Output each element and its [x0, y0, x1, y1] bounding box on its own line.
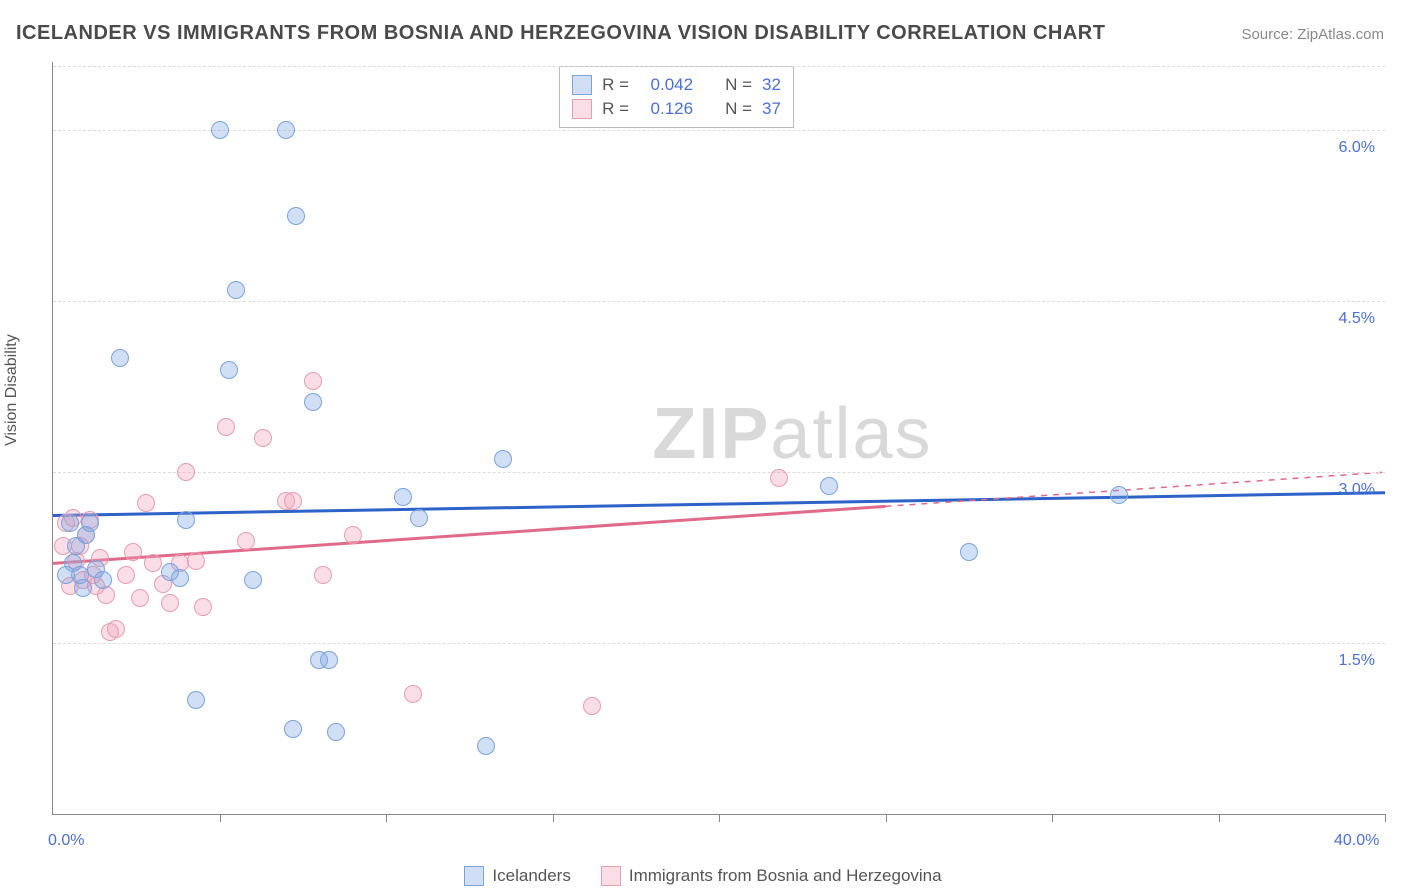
scatter-point-icelanders [277, 121, 295, 139]
plot-area: ZIPatlas R =0.042N =32R =0.126N =37 1.5%… [52, 62, 1385, 815]
legend-top: R = 0.042 N = 32 R = 0.126 N = 37 [559, 66, 794, 128]
source-label: Source: ZipAtlas.com [1241, 26, 1384, 43]
scatter-point-bosnia [107, 620, 125, 638]
scatter-point-bosnia [194, 598, 212, 616]
x-axis-min-label: 0.0% [48, 832, 84, 850]
legend-n-prefix: N = [725, 75, 752, 95]
legend-bottom-item-bosnia: Immigrants from Bosnia and Herzegovina [601, 866, 942, 886]
scatter-point-icelanders [81, 514, 99, 532]
x-tick [220, 814, 221, 822]
scatter-point-icelanders [327, 723, 345, 741]
scatter-point-icelanders [394, 488, 412, 506]
scatter-point-bosnia [217, 418, 235, 436]
scatter-point-icelanders [220, 361, 238, 379]
legend-n-value: 37 [762, 99, 781, 119]
x-tick [1219, 814, 1220, 822]
gridline-h [53, 130, 1385, 131]
scatter-point-icelanders [320, 651, 338, 669]
legend-swatch [572, 75, 592, 95]
scatter-point-bosnia [404, 685, 422, 703]
scatter-point-icelanders [820, 477, 838, 495]
y-tick-label: 4.5% [1339, 310, 1375, 328]
trend-line-icelanders [53, 493, 1385, 516]
y-tick-label: 1.5% [1339, 652, 1375, 670]
y-tick-label: 6.0% [1339, 139, 1375, 157]
legend-bottom-item-icelanders: Icelanders [464, 866, 570, 886]
scatter-point-bosnia [161, 594, 179, 612]
scatter-point-bosnia [284, 492, 302, 510]
scatter-point-icelanders [227, 281, 245, 299]
gridline-h [53, 472, 1385, 473]
scatter-point-bosnia [187, 552, 205, 570]
scatter-point-icelanders [287, 207, 305, 225]
scatter-point-icelanders [61, 514, 79, 532]
y-tick-label: 3.0% [1339, 481, 1375, 499]
scatter-point-bosnia [177, 463, 195, 481]
scatter-point-bosnia [254, 429, 272, 447]
scatter-point-bosnia [137, 494, 155, 512]
legend-r-value: 0.042 [639, 75, 693, 95]
scatter-point-icelanders [94, 571, 112, 589]
scatter-point-bosnia [770, 469, 788, 487]
legend-n-value: 32 [762, 75, 781, 95]
y-axis-label: Vision Disability [3, 334, 21, 446]
x-tick [1052, 814, 1053, 822]
legend-label: Icelanders [492, 866, 570, 886]
legend-r-prefix: R = [602, 75, 629, 95]
scatter-point-icelanders [244, 571, 262, 589]
scatter-point-icelanders [477, 737, 495, 755]
scatter-point-icelanders [410, 509, 428, 527]
scatter-point-icelanders [960, 543, 978, 561]
scatter-point-icelanders [74, 579, 92, 597]
legend-r-value: 0.126 [639, 99, 693, 119]
legend-swatch [601, 866, 621, 886]
x-tick [386, 814, 387, 822]
scatter-point-bosnia [344, 526, 362, 544]
gridline-h [53, 643, 1385, 644]
x-tick [1385, 814, 1386, 822]
scatter-point-icelanders [284, 720, 302, 738]
x-tick [719, 814, 720, 822]
scatter-point-bosnia [583, 697, 601, 715]
scatter-point-icelanders [177, 511, 195, 529]
chart-title: ICELANDER VS IMMIGRANTS FROM BOSNIA AND … [16, 22, 1105, 45]
legend-swatch [572, 99, 592, 119]
scatter-point-icelanders [187, 691, 205, 709]
scatter-point-icelanders [304, 393, 322, 411]
x-tick [886, 814, 887, 822]
scatter-point-icelanders [1110, 486, 1128, 504]
gridline-h [53, 301, 1385, 302]
scatter-point-bosnia [124, 543, 142, 561]
x-tick [553, 814, 554, 822]
scatter-point-icelanders [211, 121, 229, 139]
legend-label: Immigrants from Bosnia and Herzegovina [629, 866, 942, 886]
x-axis-max-label: 40.0% [1334, 832, 1379, 850]
legend-top-row-icelanders: R = 0.042 N = 32 [572, 73, 781, 97]
scatter-point-icelanders [111, 349, 129, 367]
legend-top-row-bosnia: R = 0.126 N = 37 [572, 97, 781, 121]
scatter-point-bosnia [314, 566, 332, 584]
scatter-point-bosnia [237, 532, 255, 550]
scatter-point-bosnia [117, 566, 135, 584]
scatter-point-bosnia [304, 372, 322, 390]
legend-r-prefix: R = [602, 99, 629, 119]
legend-n-prefix: N = [725, 99, 752, 119]
legend-swatch [464, 866, 484, 886]
scatter-point-icelanders [494, 450, 512, 468]
scatter-point-bosnia [131, 589, 149, 607]
scatter-point-icelanders [171, 569, 189, 587]
legend-bottom: Icelanders Immigrants from Bosnia and Her… [0, 866, 1406, 886]
scatter-point-bosnia [144, 554, 162, 572]
trend-line-bosnia-dashed [886, 472, 1386, 506]
gridline-h [53, 66, 1385, 67]
